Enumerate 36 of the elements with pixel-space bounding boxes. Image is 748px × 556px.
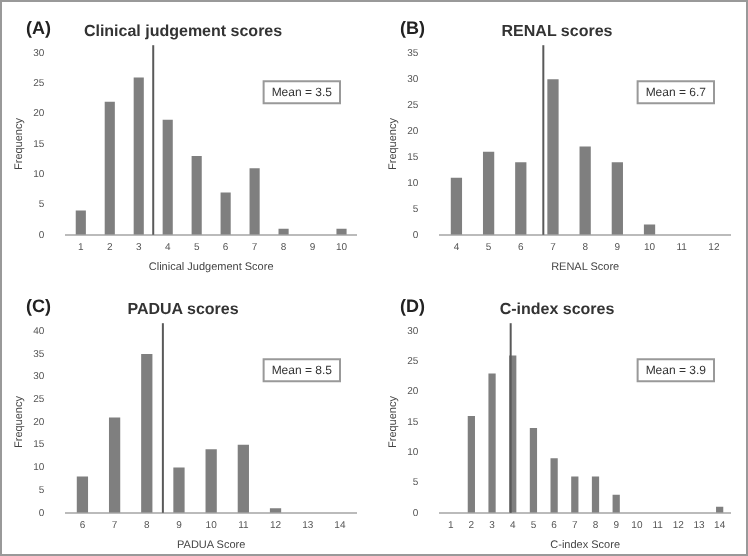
bar — [108, 417, 121, 513]
chart-title: Clinical judgement scores — [83, 22, 284, 41]
bar — [162, 119, 173, 235]
bar — [488, 373, 496, 513]
bar — [611, 162, 623, 235]
bar — [133, 77, 144, 235]
bar — [220, 192, 231, 235]
bar — [336, 228, 347, 235]
bar — [205, 449, 217, 513]
bar — [579, 146, 591, 235]
text: (B) — [400, 17, 425, 38]
bar — [547, 79, 559, 235]
bar — [591, 476, 600, 513]
bar — [191, 156, 202, 235]
bar — [237, 444, 249, 513]
chart-title: PADUA scores — [127, 300, 240, 319]
bar — [529, 428, 538, 513]
bar — [550, 458, 558, 513]
bar — [482, 151, 495, 235]
bar — [515, 162, 527, 235]
bar — [571, 476, 579, 513]
chart-title: C-index scores — [499, 300, 616, 319]
bar — [450, 177, 463, 235]
chart-title: RENAL scores — [501, 22, 614, 41]
bar — [75, 210, 86, 235]
text: (A) — [26, 17, 51, 38]
text: (C) — [26, 295, 51, 316]
bar — [467, 415, 475, 513]
text: (D) — [400, 295, 425, 316]
bar — [141, 353, 153, 513]
bar — [249, 168, 260, 235]
bar — [612, 494, 620, 513]
bar — [104, 101, 115, 235]
bar — [173, 467, 185, 513]
bar — [643, 224, 656, 235]
bar — [76, 476, 89, 513]
